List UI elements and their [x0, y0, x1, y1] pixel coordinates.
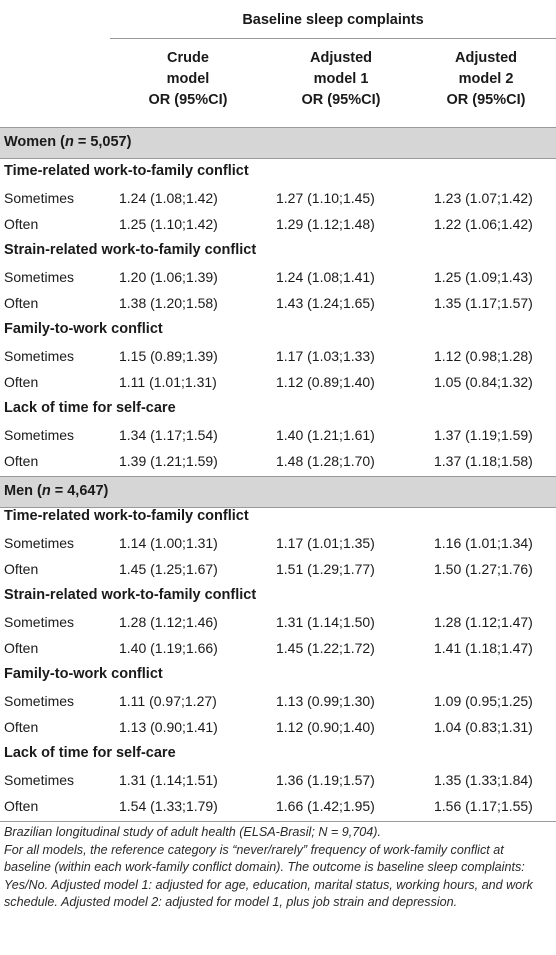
col-header-crude: Crude model OR (95%CI) [148, 50, 228, 108]
section-title: Time-related work-to-family conflict [4, 508, 249, 524]
table-row: Sometimes 1.28 (1.12;1.46) 1.31 (1.14;1.50… [4, 614, 533, 630]
table-row: Sometimes 1.31 (1.14;1.51) 1.36 (1.19;1.57… [4, 772, 533, 788]
footnote-source: Brazilian longitudinal study of adult he… [4, 825, 381, 839]
section-title: Strain-related work-to-family conflict [4, 242, 257, 258]
table-row: Often 1.40 (1.19;1.66) 1.45 (1.22;1.72) 1.4… [4, 640, 533, 656]
section-title: Family-to-work conflict [4, 321, 163, 337]
table-row: Sometimes 1.20 (1.06;1.39) 1.24 (1.08;1.41… [4, 269, 533, 285]
table-row: Often 1.38 (1.20;1.58) 1.43 (1.24;1.65) 1.3… [4, 295, 533, 311]
section-title: Strain-related work-to-family conflict [4, 587, 257, 603]
header-rule [0, 127, 556, 128]
table-footnotes: Brazilian longitudinal study of adult he… [4, 824, 550, 912]
footnote-models: For all models, the reference category i… [4, 842, 533, 910]
table-row: Sometimes 1.24 (1.08;1.42) 1.27 (1.10;1.45… [4, 190, 533, 206]
group-men: Men (n = 4,647) [0, 477, 556, 507]
table-row: Often 1.39 (1.21;1.59) 1.48 (1.28;1.70) 1.3… [4, 453, 533, 469]
table-row: Often 1.13 (0.90;1.41) 1.12 (0.90;1.40) 1.0… [4, 719, 533, 735]
section-title: Time-related work-to-family conflict [4, 163, 249, 179]
table-row: Often 1.11 (1.01;1.31) 1.12 (0.89;1.40) 1.0… [4, 374, 533, 390]
group-rule [0, 476, 556, 477]
section-title: Lack of time for self-care [4, 745, 176, 761]
super-header-rule [110, 38, 556, 39]
super-header: Baseline sleep complaints [242, 12, 424, 28]
group-women: Women (n = 5,057) [0, 128, 556, 158]
col-header-adjusted-2: Adjusted model 2 OR (95%CI) [446, 50, 526, 108]
group-rule [0, 158, 556, 159]
table-row: Often 1.54 (1.33;1.79) 1.66 (1.42;1.95) 1.5… [4, 798, 533, 814]
section-title: Lack of time for self-care [4, 400, 176, 416]
table-row: Sometimes 1.15 (0.89;1.39) 1.17 (1.03;1.33… [4, 348, 533, 364]
col-header-adjusted-1: Adjusted model 1 OR (95%CI) [301, 50, 381, 108]
section-title: Family-to-work conflict [4, 666, 163, 682]
table-row: Sometimes 1.14 (1.00;1.31) 1.17 (1.01;1.35… [4, 535, 533, 551]
table-bottom-rule [0, 821, 556, 822]
table-row: Sometimes 1.34 (1.17;1.54) 1.40 (1.21;1.61… [4, 427, 533, 443]
table-row: Often 1.45 (1.25;1.67) 1.51 (1.29;1.77) 1.5… [4, 561, 533, 577]
table-row: Often 1.25 (1.10;1.42) 1.29 (1.12;1.48) 1.2… [4, 216, 533, 232]
group-rule [0, 507, 556, 508]
table-row: Sometimes 1.11 (0.97;1.27) 1.13 (0.99;1.30… [4, 693, 533, 709]
